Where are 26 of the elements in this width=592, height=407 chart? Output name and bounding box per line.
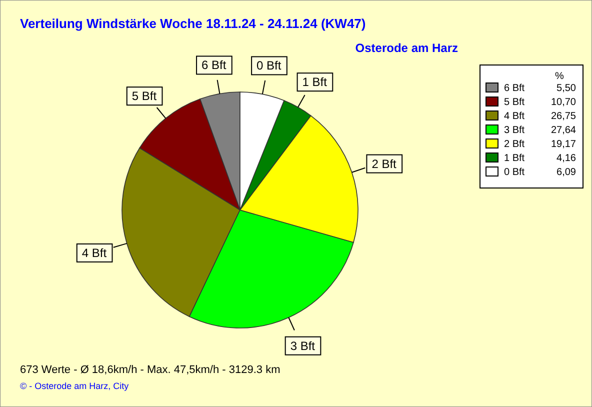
text: © - Osterode am Harz, City: [20, 381, 130, 391]
data-label: 27,64: [550, 125, 576, 136]
text: 673 Werte - Ø 18,6km/h - Max. 47,5km/h - 3129.3 km: [20, 364, 280, 376]
slice-label: 1 Bft: [302, 75, 328, 90]
data-label: 5,50: [556, 83, 576, 94]
data-label: 19,17: [550, 139, 576, 150]
data-label: 6,09: [556, 167, 576, 178]
legend-label: 3 Bft: [504, 125, 525, 136]
slice-label: 6 Bft: [202, 58, 227, 72]
legend-label: 4 Bft: [504, 111, 525, 122]
legend-title: %: [555, 71, 564, 82]
legend-label: 1 Bft: [504, 153, 525, 164]
slice-label: 0 Bft: [256, 58, 282, 73]
slice-label: 2 Bft: [372, 156, 398, 171]
data-label: 26,75: [550, 111, 576, 122]
slice-label: 5 Bft: [132, 89, 158, 104]
data-label: 4,16: [556, 153, 576, 164]
chart-title: Verteilung Windstärke Woche 18.11.24 - 24.11.24 (KW47): [20, 16, 366, 31]
data-label: 10,70: [550, 97, 576, 108]
legend-label: 5 Bft: [504, 97, 525, 108]
slice-label: 3 Bft: [290, 338, 316, 353]
slice-label: 4 Bft: [82, 246, 108, 260]
legend-label: 0 Bft: [504, 167, 525, 178]
legend-label: 6 Bft: [504, 83, 525, 94]
chart-subtitle: Osterode am Harz: [355, 41, 458, 55]
legend-label: 2 Bft: [504, 139, 525, 150]
